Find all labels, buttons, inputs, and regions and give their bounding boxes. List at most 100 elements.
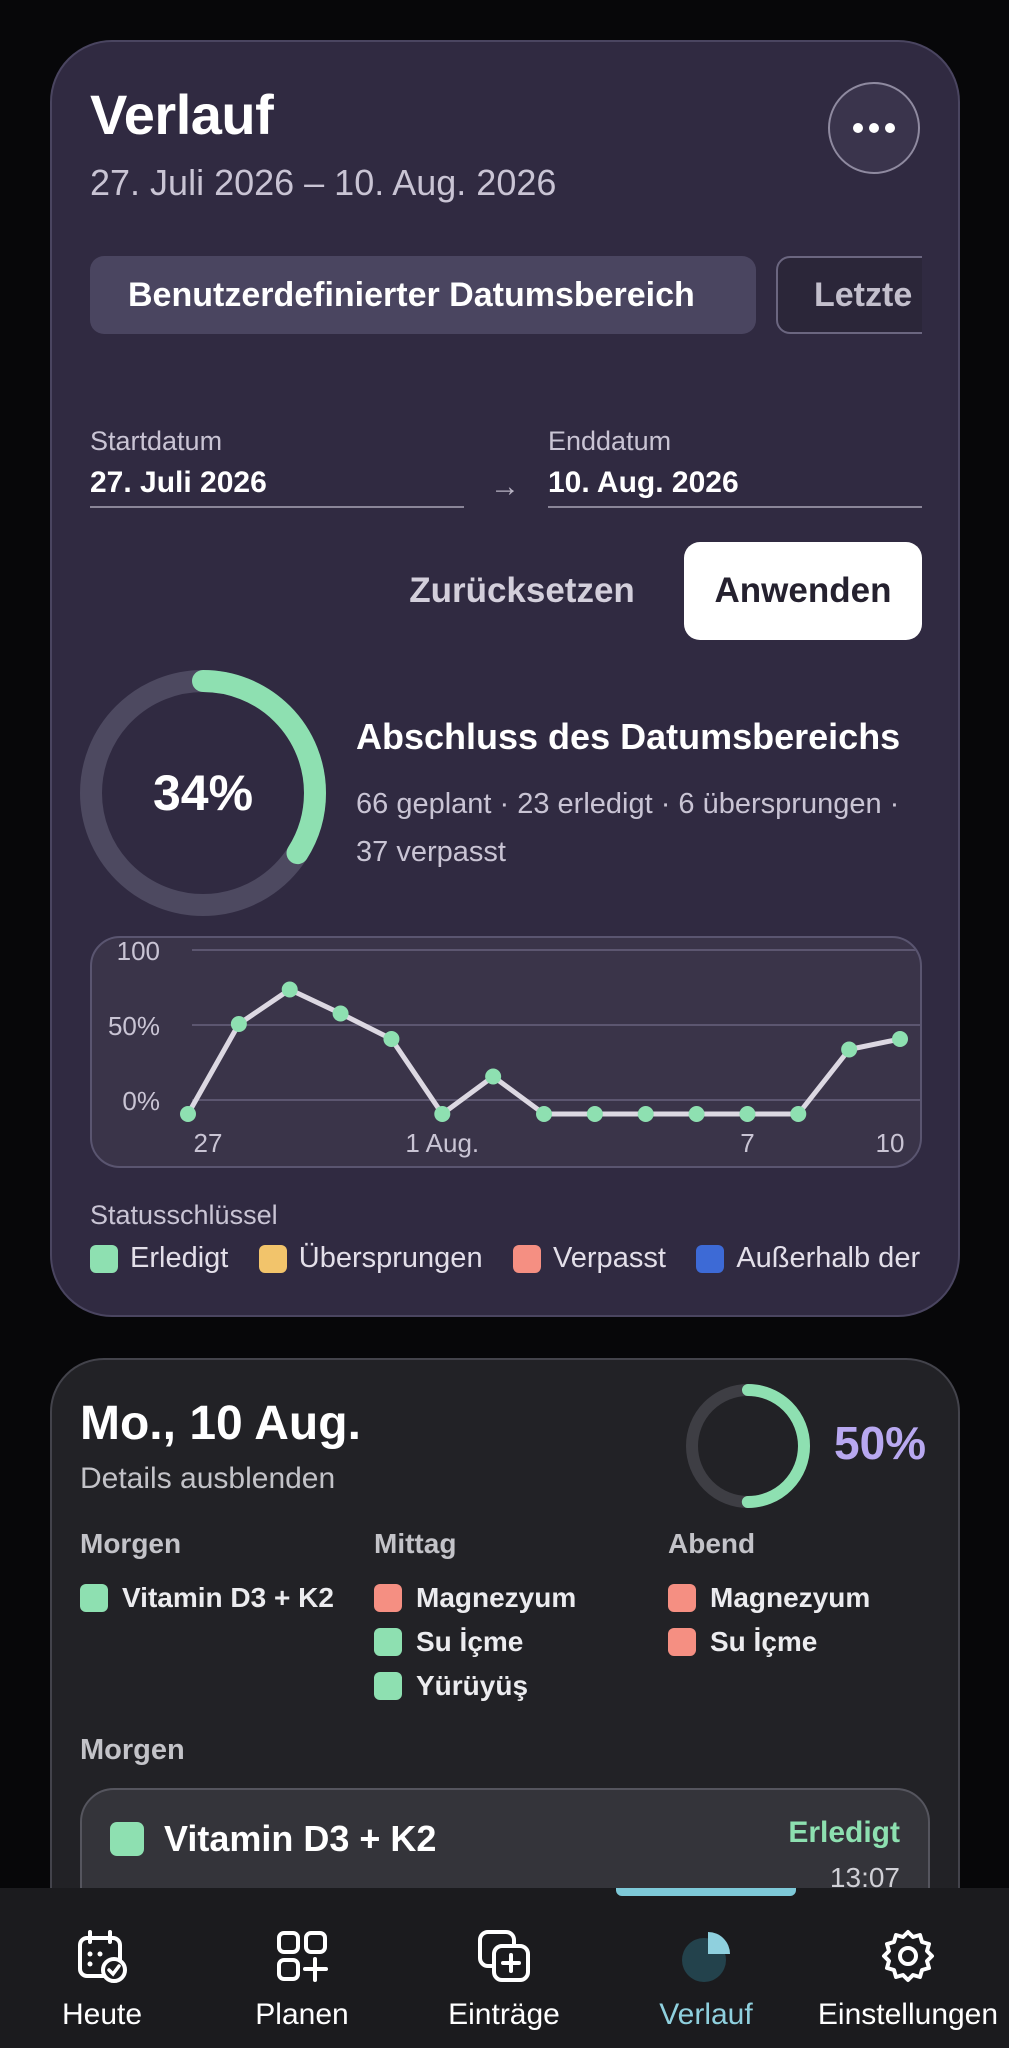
data-point <box>180 1106 196 1122</box>
legend-label-outside: Außerhalb der <box>736 1242 921 1274</box>
data-point <box>485 1068 502 1085</box>
data-point <box>332 1005 349 1022</box>
data-point <box>434 1106 451 1122</box>
data-point <box>281 981 298 998</box>
legend-label-missed: Verpasst <box>553 1242 666 1274</box>
page-title: Verlauf <box>90 83 274 146</box>
entry-name: Vitamin D3 + K2 <box>164 1818 437 1859</box>
status-legend: Erledigt Übersprungen Verpasst Außerhalb… <box>90 1242 922 1286</box>
nav-label: Einträge <box>448 1998 560 2031</box>
item-label: Su İçme <box>710 1626 818 1657</box>
apply-button[interactable]: Anwenden <box>684 542 922 640</box>
status-swatch-missed <box>668 1584 696 1612</box>
list-item: Yürüyüş <box>374 1664 664 1708</box>
legend-item-outside: Außerhalb der <box>696 1242 920 1275</box>
arrow-right-icon: → <box>490 470 520 503</box>
y-tick-label: 0% <box>122 1086 160 1116</box>
legend-swatch-missed <box>513 1244 542 1273</box>
data-point <box>688 1106 705 1122</box>
list-item: Vitamin D3 + K2 <box>80 1576 370 1620</box>
end-date-field[interactable]: Enddatum 10. Aug. 2026 <box>548 384 922 508</box>
item-label: Vitamin D3 + K2 <box>122 1582 334 1613</box>
legend-swatch-done <box>90 1244 118 1273</box>
grid-plus-icon <box>277 1931 328 1982</box>
nav-label: Verlauf <box>659 1998 753 2031</box>
status-swatch-missed <box>374 1584 402 1612</box>
nav-label: Einstellungen <box>817 1998 999 2031</box>
bottom-navigation: Heute Planen Einträge Verlauf <box>0 1888 1009 2048</box>
chart-svg: 100 50% 0% 27 1 Aug. 7 10 <box>108 938 920 1158</box>
column-title: Mittag <box>374 1528 457 1559</box>
x-tick-label: 7 <box>740 1128 754 1158</box>
completion-line-chart: 100 50% 0% 27 1 Aug. 7 10 <box>90 936 922 1168</box>
legend-item-done: Erledigt <box>90 1242 228 1275</box>
column-noon: Mittag Magnezyum Su İçme Yürüyüş <box>374 1528 664 1708</box>
y-tick-label: 50% <box>108 1011 160 1041</box>
history-card: Verlauf 27. Juli 2026 – 10. Aug. 2026 Be… <box>50 40 960 1317</box>
data-point <box>586 1106 603 1122</box>
status-swatch-done <box>110 1822 144 1856</box>
legend-label-skipped: Übersprungen <box>298 1242 483 1274</box>
column-evening: Abend Magnezyum Su İçme <box>668 1528 958 1664</box>
x-tick-label: 27 <box>194 1128 223 1158</box>
list-item: Su İçme <box>374 1620 664 1664</box>
column-title: Abend <box>668 1528 756 1559</box>
data-point <box>739 1106 756 1122</box>
status-swatch-missed <box>668 1628 696 1656</box>
legend-title: Statusschlüssel <box>90 1200 278 1230</box>
calendar-check-icon <box>78 1930 127 1983</box>
more-horizontal-icon <box>853 123 895 133</box>
section-label-morning: Morgen <box>80 1734 185 1766</box>
status-swatch-done <box>80 1584 108 1612</box>
nav-active-indicator <box>616 1888 796 1896</box>
nav-item-verlauf[interactable]: Verlauf <box>606 1888 806 2048</box>
entry-status: Erledigt <box>788 1816 900 1849</box>
day-progress-ring <box>686 1384 810 1508</box>
chip-last[interactable]: Letzte <box>776 256 922 334</box>
series-line <box>185 987 901 1117</box>
data-point <box>383 1031 400 1047</box>
hide-details-toggle[interactable]: Details ausblenden <box>80 1462 336 1495</box>
data-point <box>536 1106 552 1122</box>
data-point <box>637 1106 654 1122</box>
end-date-value: 10. Aug. 2026 <box>548 466 739 499</box>
page-subtitle: 27. Juli 2026 – 10. Aug. 2026 <box>90 162 557 203</box>
reset-button[interactable]: Zurücksetzen <box>409 571 635 610</box>
entry-time: 13:07 <box>829 1862 900 1893</box>
history-pie-icon <box>682 1932 730 1982</box>
status-swatch-done <box>374 1628 402 1656</box>
gear-icon <box>882 1930 934 1982</box>
completion-stats: 66 geplant · 23 erledigt · 6 übersprunge… <box>356 788 900 868</box>
item-label: Su İçme <box>416 1626 524 1657</box>
start-date-field[interactable]: Startdatum 27. Juli 2026 <box>90 384 464 508</box>
day-title: Mo., 10 Aug. <box>80 1397 361 1450</box>
range-chip-row: Benutzerdefinierter Datumsbereich Letzte <box>90 256 922 336</box>
x-tick-label: 10 <box>876 1128 905 1158</box>
status-swatch-done <box>374 1672 402 1700</box>
add-entry-icon <box>478 1930 530 1982</box>
day-percent: 50% <box>834 1417 927 1469</box>
nav-item-einstellungen[interactable]: Einstellungen <box>808 1888 1008 2048</box>
item-label: Magnezyum <box>710 1582 871 1613</box>
nav-item-planen[interactable]: Planen <box>202 1888 402 2048</box>
legend-label-done: Erledigt <box>130 1242 229 1274</box>
x-tick-label: 1 Aug. <box>405 1128 479 1158</box>
more-button[interactable] <box>828 82 920 174</box>
y-tick-label: 100 <box>117 938 160 966</box>
nav-label: Planen <box>255 1998 349 2031</box>
list-item: Magnezyum <box>374 1576 664 1620</box>
item-label: Yürüyüş <box>416 1670 529 1701</box>
start-date-label: Startdatum <box>90 426 223 456</box>
completion-percent: 34% <box>152 765 254 821</box>
nav-item-eintraege[interactable]: Einträge <box>404 1888 604 2048</box>
item-label: Magnezyum <box>416 1582 577 1613</box>
data-point <box>230 1016 247 1032</box>
nav-item-heute[interactable]: Heute <box>2 1888 202 2048</box>
list-item: Su İçme <box>668 1620 958 1664</box>
chip-custom-range[interactable]: Benutzerdefinierter Datumsbereich <box>90 256 756 334</box>
legend-item-missed: Verpasst <box>513 1242 666 1275</box>
data-point <box>841 1041 858 1058</box>
start-date-value: 27. Juli 2026 <box>90 466 267 499</box>
completion-title: Abschluss des Datumsbereichs <box>356 716 901 757</box>
end-date-label: Enddatum <box>548 426 672 456</box>
